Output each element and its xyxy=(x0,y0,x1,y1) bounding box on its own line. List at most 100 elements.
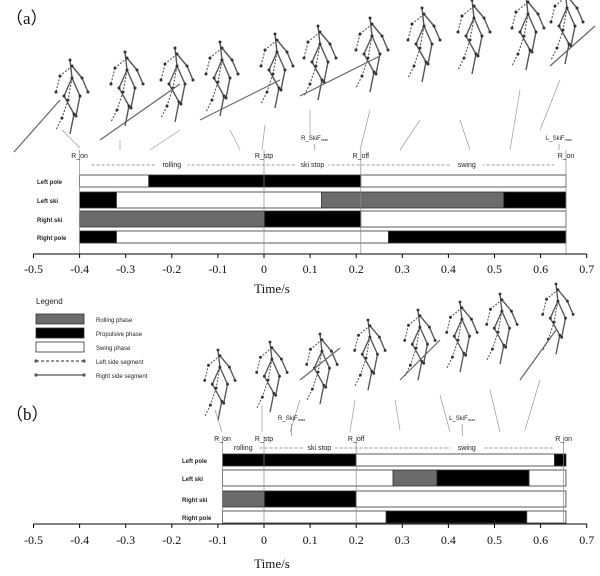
x-tick-label: -0.2 xyxy=(162,262,181,276)
skier-figure xyxy=(406,6,442,83)
phase-name-bg xyxy=(155,159,188,168)
phase-bar xyxy=(388,230,567,244)
legend-label: Left side segment xyxy=(96,360,144,366)
phase-bar xyxy=(79,174,150,188)
x-tick-label: 0.3 xyxy=(395,533,410,547)
skier-figure xyxy=(485,292,519,365)
phase-bar xyxy=(116,230,389,244)
phase-bar xyxy=(355,490,567,508)
x-tick-label: 0.1 xyxy=(303,533,318,547)
row-label: Right pole xyxy=(37,236,67,242)
legend-dot xyxy=(82,359,86,363)
skier-figure xyxy=(259,32,295,109)
x-tick-label: 0.2 xyxy=(349,533,364,547)
x-tick-label: -0.3 xyxy=(116,262,135,276)
panel-b-label: （b） xyxy=(6,405,49,424)
x-tick-label: 0 xyxy=(261,533,267,547)
x-tick-label: -0.1 xyxy=(208,262,227,276)
event-label: R_off xyxy=(348,436,365,443)
skier-figure xyxy=(549,0,585,65)
force-marker: L_SkiFmax xyxy=(449,416,475,422)
legend: Legend Rolling phase Propulsive phase Swin… xyxy=(34,297,148,380)
x-tick-label: 0.4 xyxy=(441,533,456,547)
skier-figure xyxy=(354,16,390,93)
legend-swatch xyxy=(35,341,85,353)
phase-bar xyxy=(263,490,357,508)
row-label: Right ski xyxy=(182,498,208,504)
x-tick-label: 0.6 xyxy=(533,262,548,276)
x-tick-label: -0.3 xyxy=(116,533,135,547)
event-label: R_off xyxy=(353,153,370,160)
legend-dot xyxy=(82,373,86,377)
event-label: R_stp xyxy=(255,153,273,160)
phase-bar xyxy=(436,469,530,487)
row-label: Left pole xyxy=(182,459,208,465)
phase-bar xyxy=(526,510,567,524)
skier-figure xyxy=(54,58,90,135)
phase-bar xyxy=(528,469,567,487)
x-tick-label: 0 xyxy=(261,262,267,276)
phase-bar xyxy=(355,453,555,467)
x-tick-label: -0.2 xyxy=(162,533,181,547)
skier-figure xyxy=(302,24,338,101)
x-tick-label: 0.7 xyxy=(579,533,594,547)
x-tick-label: 0.5 xyxy=(487,533,502,547)
phase-name-bg xyxy=(450,159,483,168)
phase-bar xyxy=(503,191,567,209)
panel-a-label: （a） xyxy=(6,9,48,28)
legend-label: Propulsive phase xyxy=(96,332,143,338)
phase-bar xyxy=(222,453,357,467)
phase-bar xyxy=(222,510,387,524)
phase-bar xyxy=(321,191,505,209)
phase-name-bg xyxy=(450,442,483,451)
force-marker: R_SkiFmax xyxy=(301,136,328,142)
legend-label: Rolling phase xyxy=(96,318,133,324)
phase-name: ski stop xyxy=(307,445,331,452)
x-tick-label: 0.6 xyxy=(533,533,548,547)
event-label: R_on xyxy=(558,153,575,160)
skier-figure xyxy=(203,348,237,421)
panel-a: Left pole Left ski Right ski Right pole R_on… xyxy=(24,136,594,276)
legend-label: Right side segment xyxy=(96,374,148,380)
phase-bar xyxy=(79,230,117,244)
skier-figure xyxy=(305,332,339,405)
phase-bar xyxy=(222,469,394,487)
skier-figure xyxy=(109,50,145,127)
skier-figure xyxy=(445,300,479,373)
phase-name: swing xyxy=(458,445,476,452)
phase-name: rolling xyxy=(234,445,253,452)
skier-figure xyxy=(159,46,195,123)
x-tick-label: 0.3 xyxy=(395,262,410,276)
phase-bar xyxy=(360,210,567,228)
legend-label: Swing phase xyxy=(96,346,131,352)
legend-dot xyxy=(34,359,38,363)
event-label: R_stp xyxy=(255,436,273,443)
skier-figure xyxy=(403,308,437,381)
x-tick-label: -0.5 xyxy=(24,262,43,276)
x-tick-label: -0.4 xyxy=(70,262,89,276)
skier-figure xyxy=(456,0,492,75)
phase-bar xyxy=(148,174,362,188)
panel-b: Left pole Left ski Right ski Right pole R_on… xyxy=(24,416,594,547)
axis-a-title: Time/s xyxy=(254,281,290,296)
phase-bar xyxy=(554,453,567,467)
phase-bar xyxy=(392,469,438,487)
x-tick-label: 0.4 xyxy=(441,262,456,276)
x-tick-label: 0.5 xyxy=(487,262,502,276)
legend-swatch xyxy=(35,313,85,325)
phase-bar xyxy=(116,191,323,209)
phase-bar xyxy=(79,191,117,209)
legend-dot xyxy=(34,373,38,377)
skier-figure xyxy=(541,282,575,355)
legend-swatch xyxy=(35,327,85,339)
x-tick-label: -0.5 xyxy=(24,533,43,547)
phase-bar xyxy=(79,210,265,228)
phase-bar xyxy=(360,174,567,188)
legend-title: Legend xyxy=(36,297,63,306)
x-tick-label: -0.1 xyxy=(208,533,227,547)
phase-name-bg xyxy=(227,442,260,451)
skier-figure xyxy=(255,340,289,413)
phase-name-bg xyxy=(303,442,336,451)
x-tick-label: -0.4 xyxy=(70,533,89,547)
